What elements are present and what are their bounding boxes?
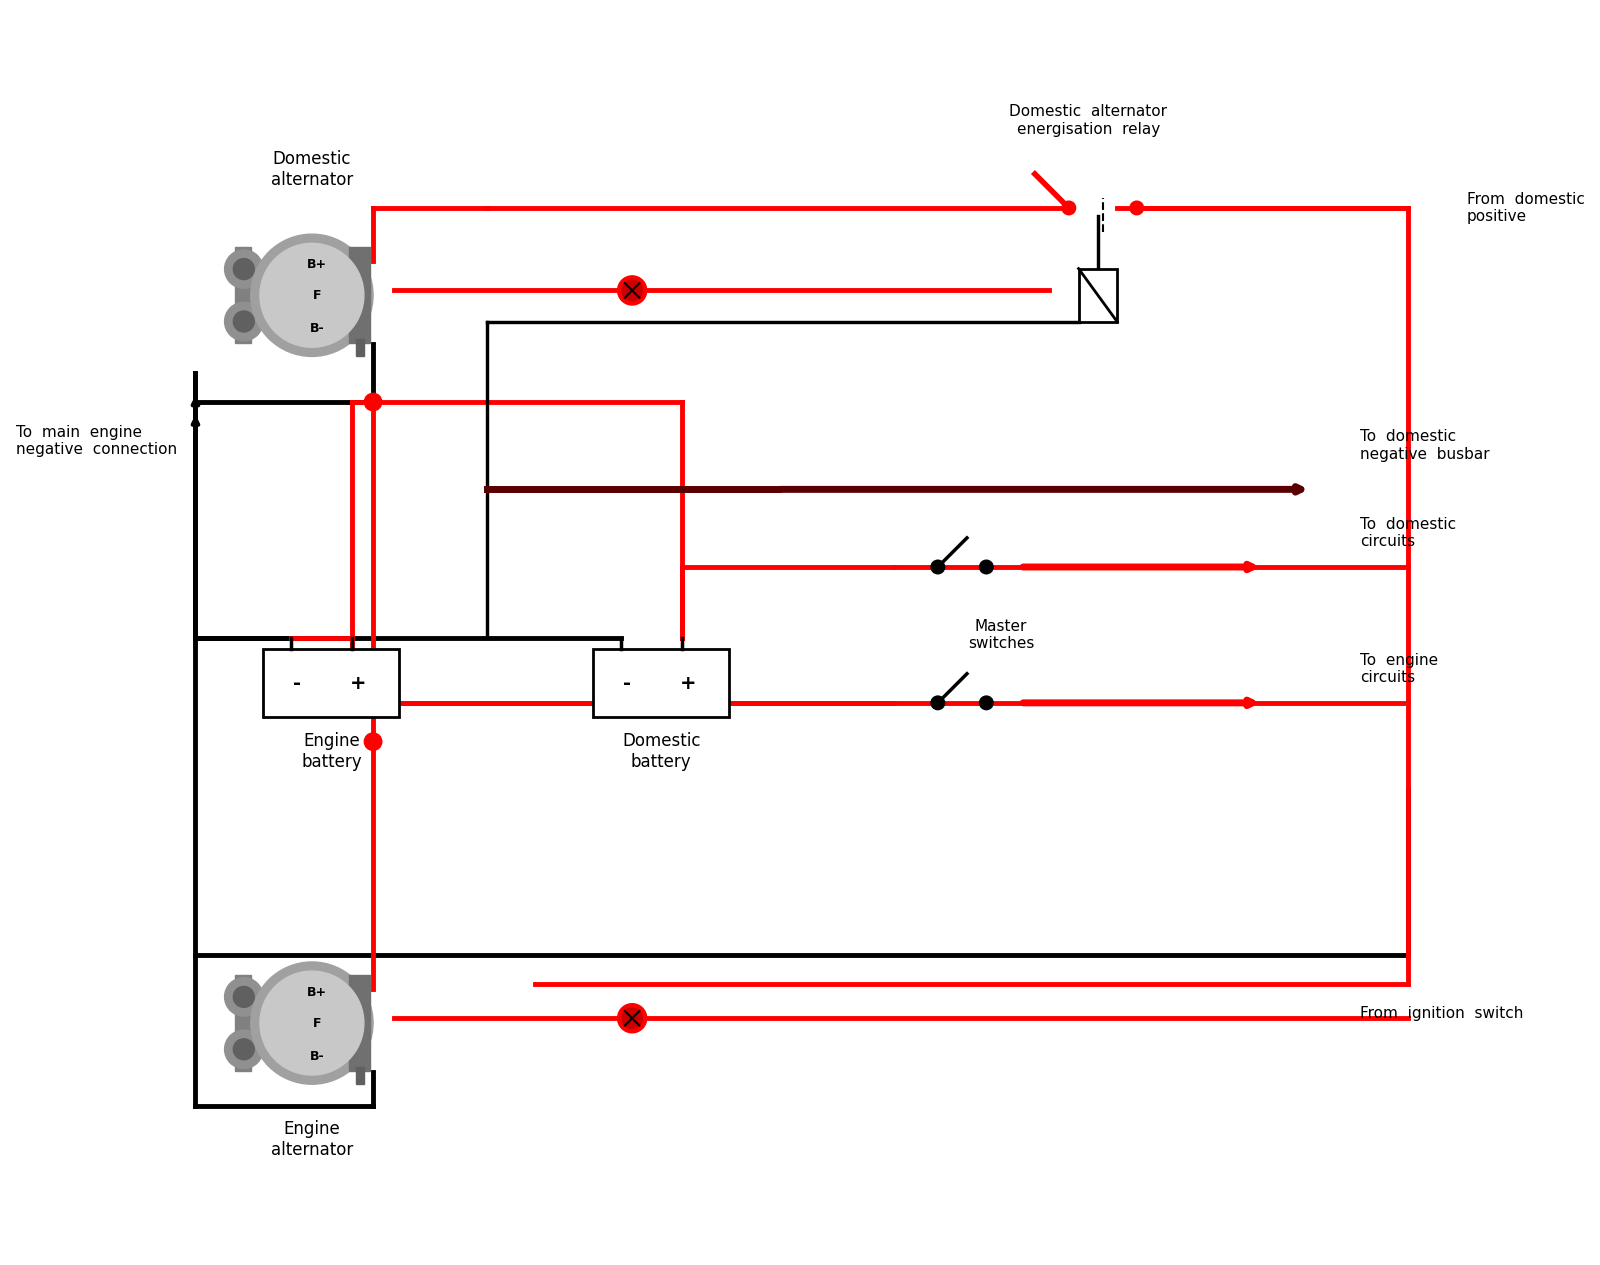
Text: F: F <box>312 288 322 302</box>
Text: F: F <box>312 1017 322 1030</box>
Circle shape <box>979 560 994 574</box>
Bar <box>1078 268 1117 323</box>
Circle shape <box>259 972 363 1075</box>
Circle shape <box>224 250 262 288</box>
Bar <box>235 975 251 1071</box>
Circle shape <box>1130 201 1144 215</box>
Bar <box>235 247 251 343</box>
Circle shape <box>622 281 642 301</box>
Bar <box>264 649 400 717</box>
Circle shape <box>1062 201 1075 215</box>
Text: +: + <box>680 674 696 693</box>
Circle shape <box>234 1039 254 1060</box>
Text: Engine
alternator: Engine alternator <box>270 1120 354 1159</box>
Text: Domestic  alternator
energisation  relay: Domestic alternator energisation relay <box>1010 105 1168 137</box>
Text: From  domestic
positive: From domestic positive <box>1467 192 1584 224</box>
Text: B-: B- <box>309 1050 325 1063</box>
Circle shape <box>618 1003 646 1032</box>
Bar <box>349 247 371 343</box>
Text: From  ignition  switch: From ignition switch <box>1360 1006 1523 1021</box>
Text: Engine
battery: Engine battery <box>301 732 362 770</box>
Circle shape <box>251 234 373 357</box>
Circle shape <box>234 311 254 331</box>
Text: Master
switches: Master switches <box>968 619 1034 651</box>
Bar <box>349 975 371 1071</box>
Text: Domestic
battery: Domestic battery <box>622 732 701 770</box>
Circle shape <box>224 1030 262 1069</box>
Circle shape <box>931 560 944 574</box>
Circle shape <box>365 732 382 750</box>
Text: B-: B- <box>309 323 325 335</box>
Circle shape <box>224 978 262 1016</box>
Circle shape <box>234 987 254 1007</box>
Text: To  domestic
negative  busbar: To domestic negative busbar <box>1360 430 1490 462</box>
Text: -: - <box>293 674 301 693</box>
Circle shape <box>259 243 363 348</box>
Text: To  engine
circuits: To engine circuits <box>1360 653 1438 686</box>
Circle shape <box>251 961 373 1084</box>
Text: To  domestic
circuits: To domestic circuits <box>1360 517 1456 549</box>
Bar <box>355 339 365 357</box>
Circle shape <box>979 696 994 710</box>
Text: To  main  engine
negative  connection: To main engine negative connection <box>16 425 178 457</box>
Text: -: - <box>624 674 632 693</box>
Text: Domestic
alternator: Domestic alternator <box>270 149 354 188</box>
Circle shape <box>931 696 944 710</box>
Circle shape <box>365 393 382 411</box>
Bar <box>594 649 730 717</box>
Text: B+: B+ <box>307 258 326 271</box>
Circle shape <box>234 258 254 280</box>
Circle shape <box>622 1008 642 1028</box>
Text: B+: B+ <box>307 985 326 999</box>
Circle shape <box>224 302 262 340</box>
Circle shape <box>618 276 646 305</box>
Bar <box>355 1066 365 1084</box>
Text: +: + <box>350 674 366 693</box>
